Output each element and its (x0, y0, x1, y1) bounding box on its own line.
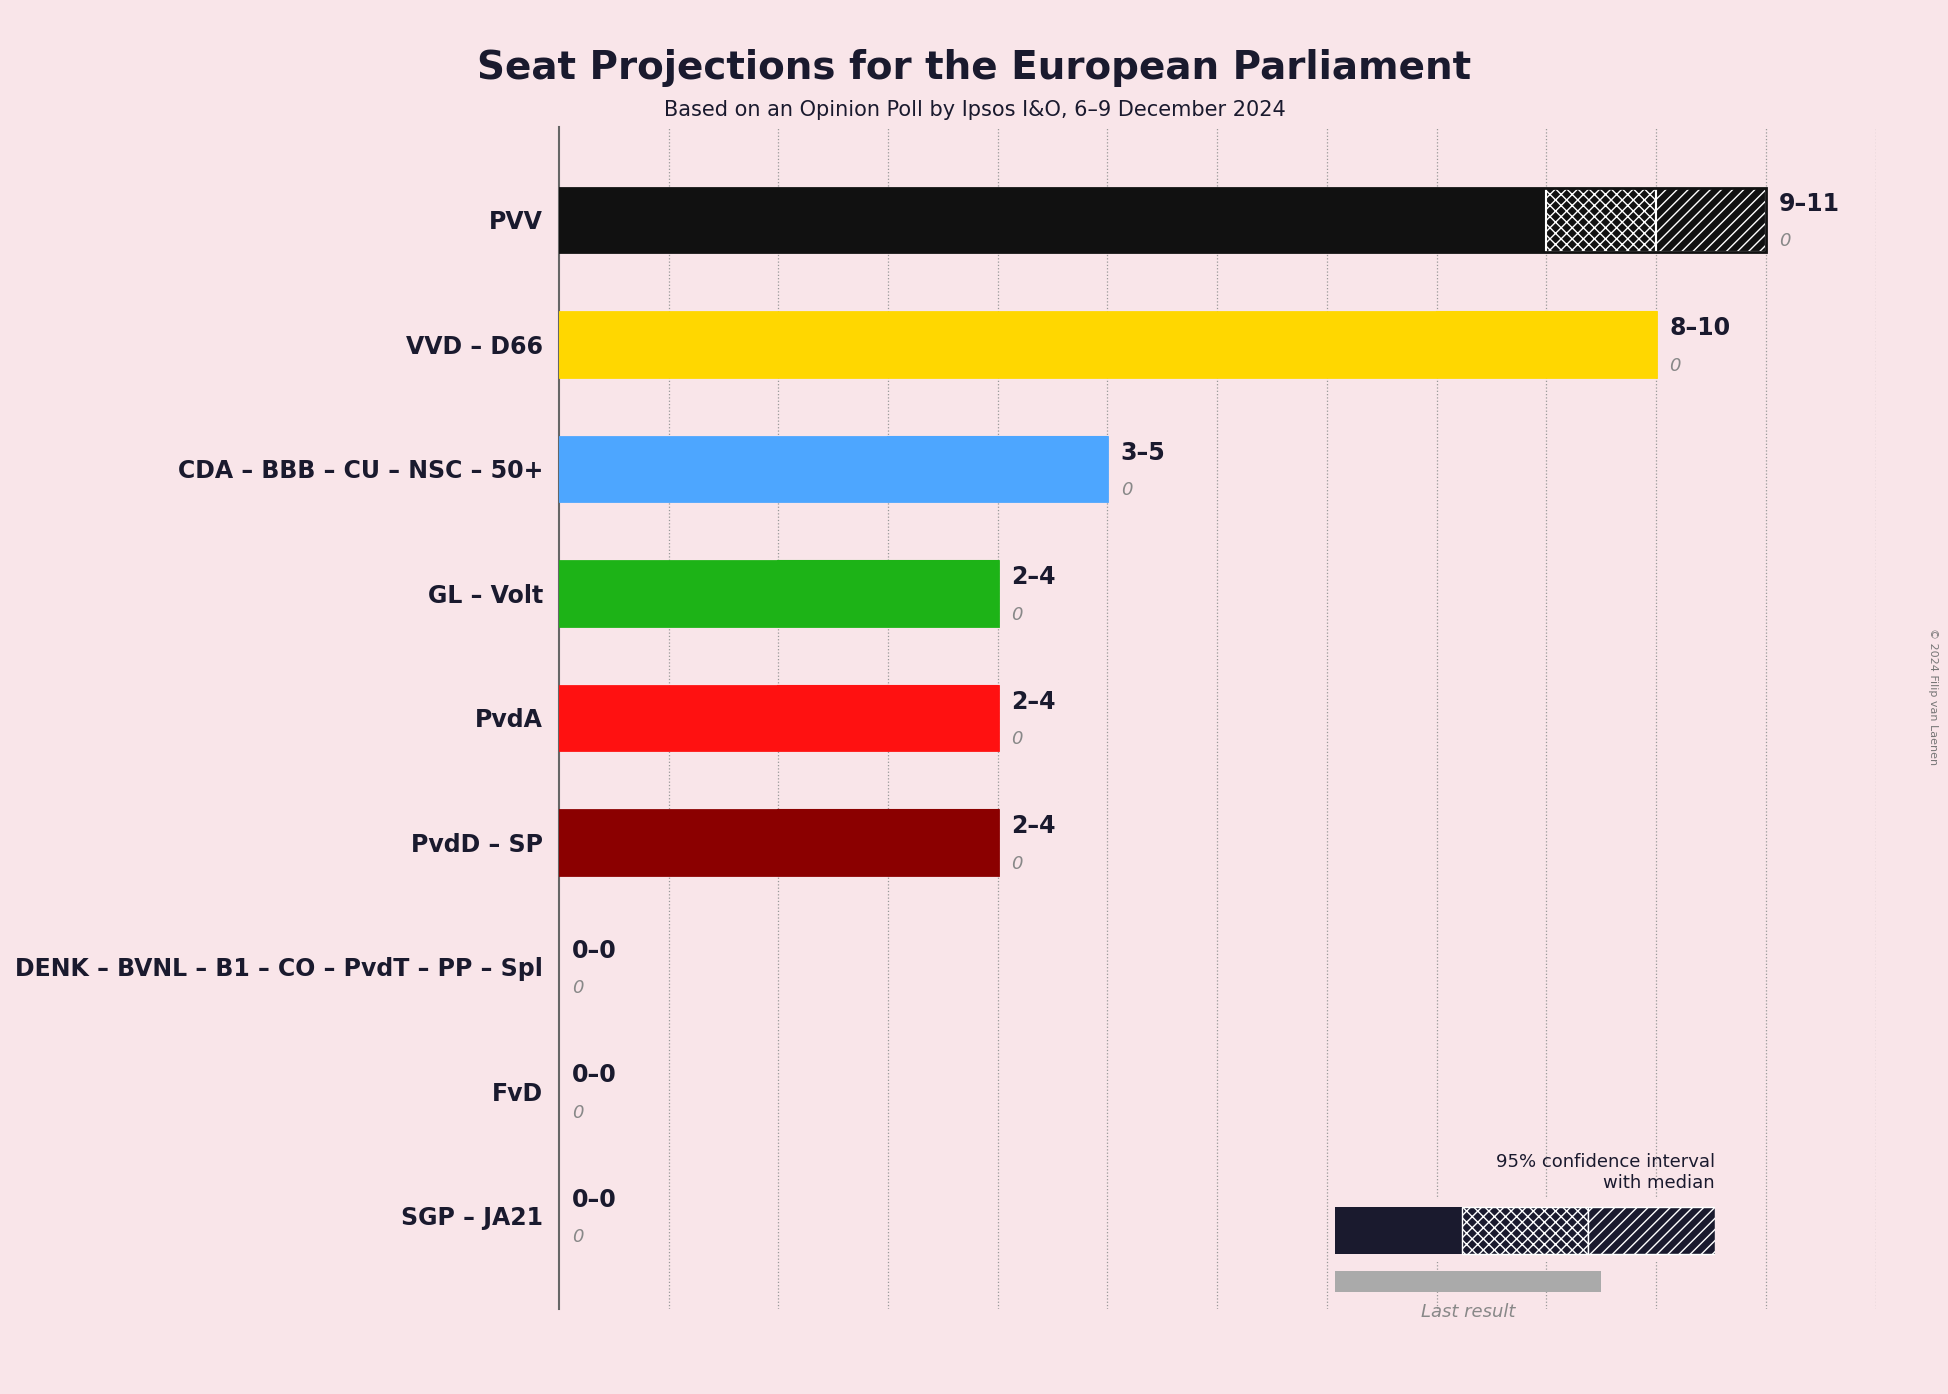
Bar (888, 560, 997, 626)
Text: © 2024 Filip van Laenen: © 2024 Filip van Laenen (1927, 629, 1938, 765)
Text: 0: 0 (1120, 481, 1132, 499)
Text: Based on an Opinion Poll by Ipsos I&O, 6–9 December 2024: Based on an Opinion Poll by Ipsos I&O, 6… (662, 100, 1286, 120)
Bar (777, 560, 888, 626)
Bar (997, 436, 1106, 502)
Bar (559, 560, 997, 626)
Bar (559, 312, 1656, 376)
Text: 0–0: 0–0 (571, 1188, 616, 1211)
Bar (1461, 1207, 1588, 1253)
Text: 95% confidence interval
with median: 95% confidence interval with median (1496, 1153, 1714, 1192)
Bar (1334, 1207, 1461, 1253)
Bar (559, 188, 1765, 252)
Bar (559, 686, 777, 750)
Text: 8–10: 8–10 (1667, 316, 1730, 340)
Text: Seat Projections for the European Parliament: Seat Projections for the European Parlia… (477, 49, 1471, 86)
Text: 2–4: 2–4 (1011, 690, 1056, 714)
Bar (1545, 188, 1656, 252)
Text: 3–5: 3–5 (1120, 441, 1165, 464)
Text: 0: 0 (1011, 605, 1023, 623)
Bar (559, 188, 1545, 252)
Text: 0: 0 (1779, 231, 1790, 250)
Bar (1545, 312, 1656, 376)
Text: 0–0: 0–0 (571, 1064, 616, 1087)
Bar (888, 810, 997, 875)
Text: 0: 0 (571, 979, 582, 997)
Bar (888, 686, 997, 750)
Bar (559, 436, 888, 502)
Bar (888, 436, 997, 502)
Text: 0: 0 (1011, 855, 1023, 873)
Bar (559, 810, 997, 875)
Bar (559, 560, 777, 626)
Bar (1436, 312, 1545, 376)
Bar (777, 686, 888, 750)
Text: 0–0: 0–0 (571, 938, 616, 963)
Text: 9–11: 9–11 (1779, 192, 1839, 216)
Text: 0: 0 (571, 1228, 582, 1246)
Text: 2–4: 2–4 (1011, 565, 1056, 590)
Bar (1588, 1207, 1714, 1253)
Bar (559, 436, 1106, 502)
Bar (559, 312, 1436, 376)
Text: 2–4: 2–4 (1011, 814, 1056, 838)
Bar (559, 686, 997, 750)
Text: 0: 0 (1667, 357, 1679, 375)
Bar (1656, 188, 1765, 252)
Text: Last result: Last result (1420, 1303, 1514, 1322)
Text: 0: 0 (1011, 730, 1023, 749)
Bar (559, 810, 777, 875)
Text: 0: 0 (571, 1104, 582, 1122)
Bar (777, 810, 888, 875)
